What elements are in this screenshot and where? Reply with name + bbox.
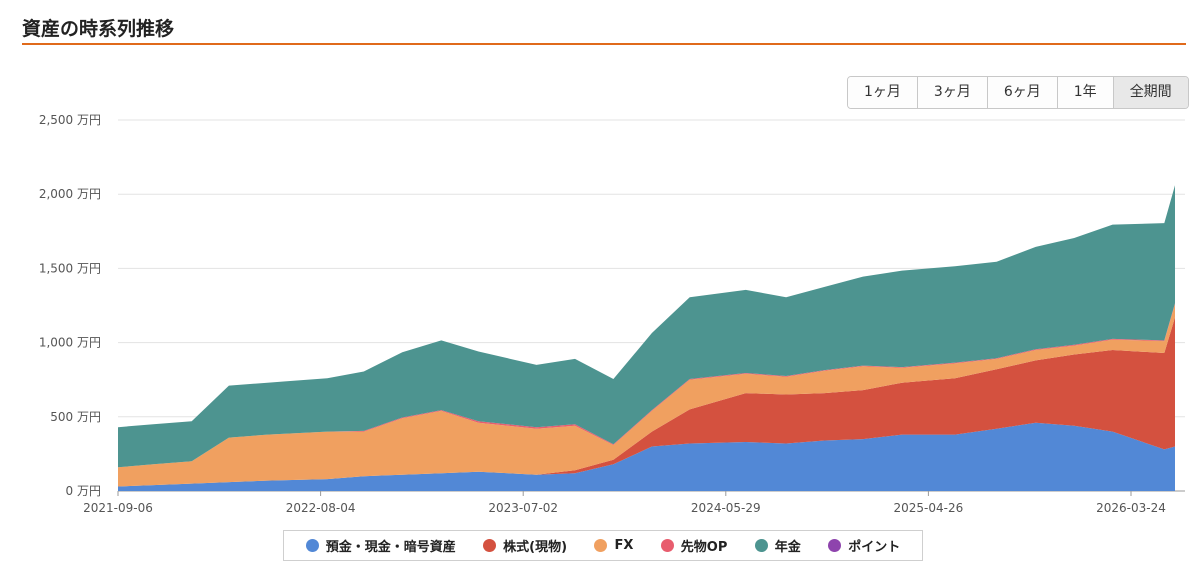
y-tick-label: 2,000 万円 [39,187,101,201]
legend-dot-pension [754,539,768,552]
x-tick-label: 2021-09-06 [83,501,153,515]
range-button-3-months[interactable]: 3ヶ月 [917,77,988,108]
legend-label-pension: 年金 [774,540,801,555]
legend-item-futures-options[interactable]: 先物OP [660,536,728,555]
y-tick-label: 2,500 万円 [39,113,101,127]
legend-dot-futures-options [660,539,674,552]
y-tick-label: 1,500 万円 [39,261,101,275]
legend-dot-deposits [305,539,319,552]
asset-history-chart: 0 万円 500 万円 1,000 万円 1,500 万円 2,000 万円 2,500 … [39,113,1185,515]
range-button-6-months[interactable]: 6ヶ月 [987,77,1058,108]
y-tick-label: 500 万円 [50,410,101,424]
legend-label-fx: FX [614,538,634,553]
area-pension [118,185,1175,468]
legend-item-points[interactable]: ポイント [828,536,900,555]
y-tick-label: 0 万円 [66,484,101,498]
legend-dot-fx [594,539,608,552]
area-fx [118,304,1175,487]
area-deposits [118,422,1175,491]
chart-legend: 預金・現金・暗号資産 株式(現物) FX 先物OP 年金 ポイント [283,530,923,561]
legend-label-points: ポイント [848,540,901,555]
x-tick-label: 2022-08-04 [286,501,356,515]
legend-label-futures-options: 先物OP [680,540,728,555]
range-selector: 1ヶ月 3ヶ月 6ヶ月 1年 全期間 [847,76,1189,109]
legend-dot-points [828,539,842,552]
x-tick-label: 2026-03-24 [1096,501,1166,515]
x-tick-label: 2024-05-29 [691,501,761,515]
legend-item-deposits[interactable]: 預金・現金・暗号資産 [305,536,456,555]
range-button-1-month[interactable]: 1ヶ月 [848,77,918,108]
legend-item-stocks[interactable]: 株式(現物) [483,536,567,555]
legend-dot-stocks [483,539,497,552]
area-stocks [118,317,1175,487]
range-button-1-year[interactable]: 1年 [1057,77,1114,108]
legend-item-pension[interactable]: 年金 [754,536,801,555]
title-underline [22,43,1186,45]
range-button-all[interactable]: 全期間 [1113,77,1188,108]
x-tick-label: 2025-04-26 [894,501,964,515]
legend-label-stocks: 株式(現物) [503,540,568,555]
x-tick-label: 2023-07-02 [488,501,558,515]
page-title: 資産の時系列推移 [22,18,175,40]
legend-label-deposits: 預金・現金・暗号資産 [325,540,456,555]
legend-item-fx[interactable]: FX [594,538,633,553]
y-tick-label: 1,000 万円 [39,336,101,350]
